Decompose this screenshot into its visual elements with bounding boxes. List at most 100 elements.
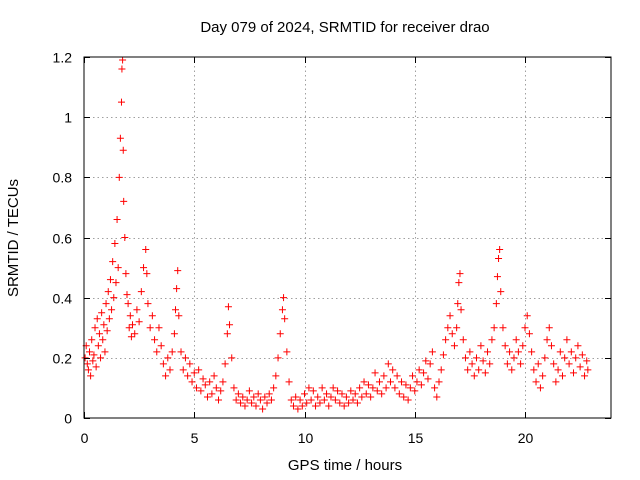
data-point	[243, 396, 251, 404]
data-point	[115, 173, 123, 181]
data-point	[459, 336, 467, 344]
data-point	[386, 378, 394, 386]
data-point	[179, 366, 187, 374]
data-point	[437, 366, 445, 374]
data-point	[583, 357, 591, 365]
data-point	[362, 390, 370, 398]
data-point	[241, 402, 249, 410]
data-point	[83, 360, 91, 368]
data-point	[87, 372, 95, 380]
data-point	[142, 246, 150, 254]
data-point	[296, 396, 304, 404]
data-point	[541, 354, 549, 362]
data-point	[389, 366, 397, 374]
data-point	[415, 366, 423, 374]
data-point	[101, 348, 109, 356]
data-point	[131, 330, 139, 338]
data-point	[159, 360, 167, 368]
data-point	[125, 324, 133, 332]
data-point	[466, 348, 474, 356]
data-point	[347, 387, 355, 395]
data-point	[110, 294, 118, 302]
data-point	[371, 369, 379, 377]
data-point	[342, 393, 350, 401]
data-point	[558, 372, 566, 380]
y-tick-label: 0.6	[53, 231, 73, 247]
data-point	[453, 324, 461, 332]
data-point	[411, 387, 419, 395]
data-point	[468, 360, 476, 368]
data-point	[287, 396, 295, 404]
data-point	[369, 384, 377, 392]
data-point	[270, 384, 278, 392]
data-point	[444, 324, 452, 332]
data-point	[281, 315, 289, 323]
data-point	[584, 366, 592, 374]
data-point	[380, 372, 388, 380]
data-point	[572, 354, 580, 362]
data-point	[144, 300, 152, 308]
data-point	[450, 342, 458, 350]
data-point	[289, 402, 297, 410]
data-point	[316, 399, 324, 407]
data-point	[265, 390, 273, 398]
data-point	[404, 396, 412, 404]
data-point	[256, 396, 264, 404]
data-point	[119, 56, 127, 64]
data-point	[496, 246, 504, 254]
data-point	[406, 384, 414, 392]
data-point	[433, 393, 441, 401]
data-point	[81, 354, 89, 362]
data-point	[95, 330, 103, 338]
data-point	[272, 372, 280, 380]
data-point	[175, 312, 183, 320]
y-tick-label: 1.2	[53, 50, 73, 66]
data-point	[116, 134, 124, 142]
data-point	[121, 234, 129, 241]
data-point	[477, 342, 485, 350]
data-point	[118, 65, 126, 73]
data-point	[155, 324, 163, 332]
data-point	[88, 336, 96, 344]
data-point	[237, 399, 245, 407]
data-point	[312, 402, 320, 410]
data-point	[497, 288, 505, 296]
data-point	[320, 396, 328, 404]
data-point	[550, 360, 558, 368]
data-point	[129, 321, 137, 329]
data-point	[349, 396, 357, 404]
data-point	[254, 390, 262, 398]
data-point	[446, 312, 454, 320]
data-point	[338, 390, 346, 398]
data-point	[375, 378, 383, 386]
data-point	[226, 321, 234, 329]
data-point	[364, 381, 372, 389]
data-point	[413, 378, 421, 386]
data-point	[195, 366, 203, 374]
data-point	[184, 372, 192, 380]
data-point	[422, 357, 430, 365]
data-point	[113, 215, 121, 223]
data-point	[133, 306, 141, 314]
data-point	[552, 378, 560, 386]
data-point	[140, 264, 148, 272]
data-point	[112, 279, 120, 287]
data-point	[137, 288, 145, 296]
data-point	[168, 348, 176, 356]
data-point	[126, 312, 134, 320]
data-point	[512, 336, 520, 344]
data-point	[261, 393, 269, 401]
data-point	[181, 354, 189, 362]
data-point	[318, 384, 326, 392]
data-point	[120, 197, 128, 205]
data-point	[122, 270, 130, 278]
data-point	[442, 336, 450, 344]
data-point	[563, 336, 571, 344]
data-point	[109, 258, 117, 266]
data-point	[206, 378, 214, 386]
data-point	[234, 390, 242, 398]
data-point	[157, 342, 165, 350]
data-points	[81, 56, 592, 413]
data-point	[554, 366, 562, 374]
